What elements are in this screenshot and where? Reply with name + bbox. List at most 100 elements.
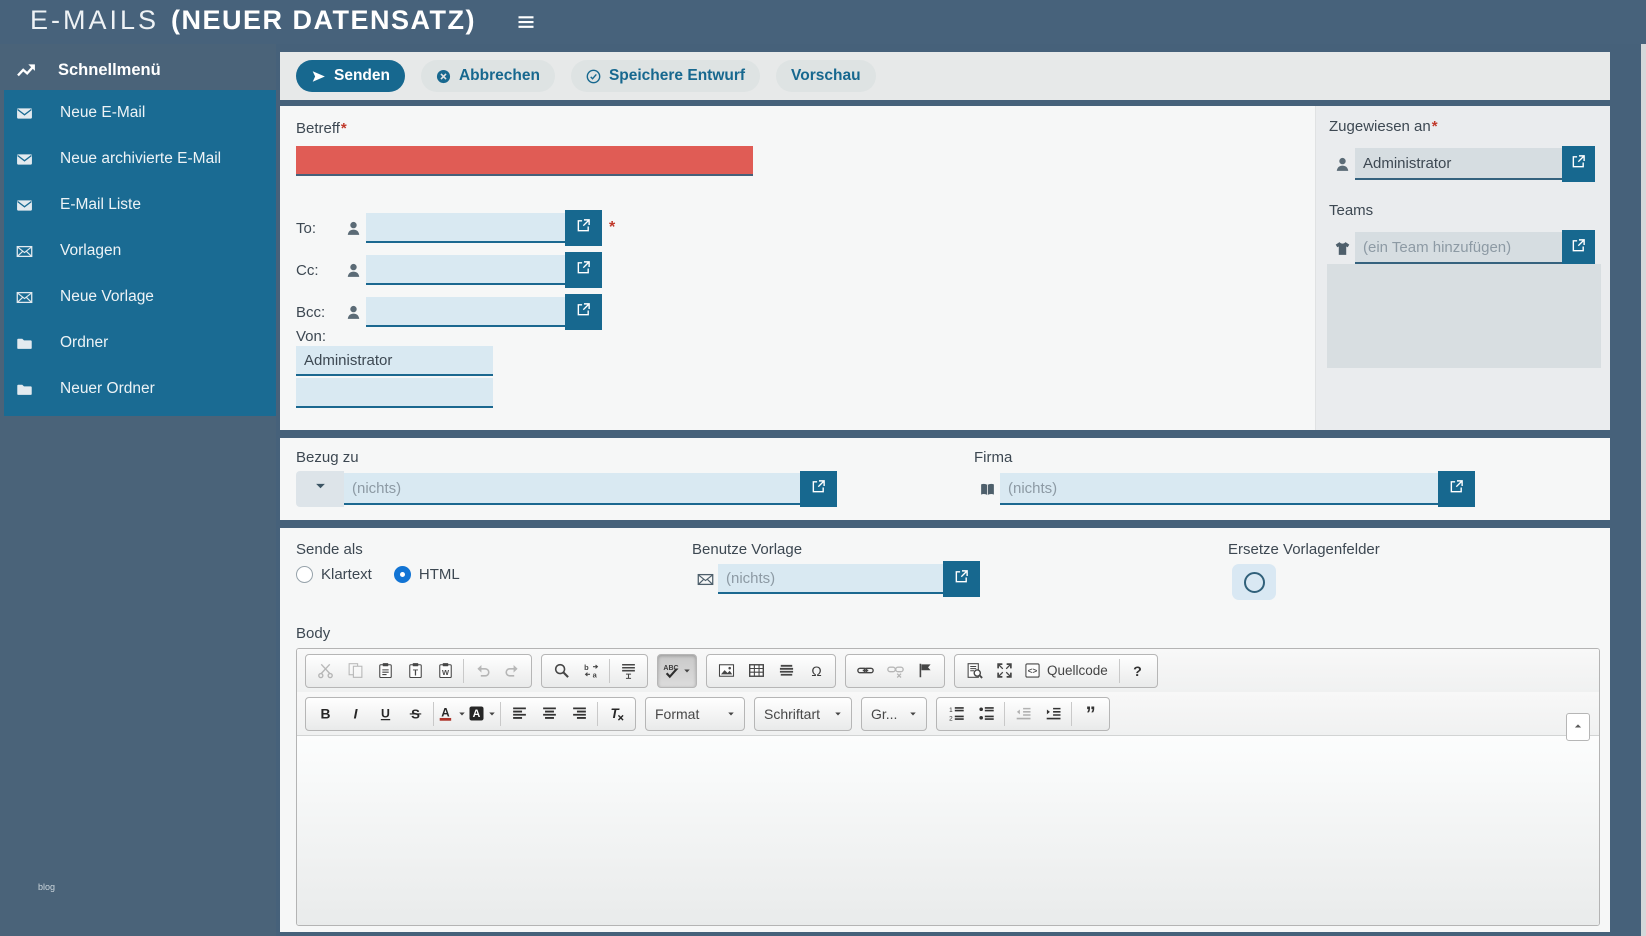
editor-toolbar-row2: B I U S A A T Format Schriftart Gr... 1 2 ” [297, 692, 1599, 736]
align-left-icon [511, 705, 528, 722]
underline-button[interactable]: U [370, 700, 400, 728]
sidebar-item-neue-email[interactable]: Neue E-Mail [4, 90, 276, 136]
toolbar-separator [433, 701, 434, 726]
senden-button[interactable]: Senden [296, 60, 405, 92]
trend-icon [16, 60, 42, 81]
cc-input[interactable] [366, 255, 565, 285]
radio-label: HTML [418, 566, 460, 583]
bezug-select-button[interactable] [800, 471, 837, 507]
vorlage-select-button[interactable] [943, 561, 980, 597]
zugewiesen-input[interactable] [1355, 148, 1562, 180]
abbrechen-button[interactable]: Abbrechen [420, 60, 555, 92]
font-combo[interactable]: Schriftart [754, 696, 852, 731]
preview-icon [966, 662, 983, 679]
sidebar-item-ordner[interactable]: Ordner [4, 320, 276, 366]
bg-color-button[interactable]: A [467, 700, 497, 728]
ersetze-checkbox[interactable] [1232, 564, 1276, 600]
remove-format-button[interactable]: T [601, 700, 631, 728]
svg-text:<>: <> [1028, 666, 1038, 675]
speichere-entwurf-button[interactable]: Speichere Entwurf [570, 60, 761, 92]
special-char-button[interactable]: Ω [801, 657, 831, 685]
zugewiesen-select-button[interactable] [1562, 146, 1595, 182]
align-center-button[interactable] [534, 700, 564, 728]
sidebar-item-vorlagen[interactable]: Vorlagen [4, 228, 276, 274]
align-left-button[interactable] [504, 700, 534, 728]
button-label: Vorschau [791, 67, 861, 84]
find-icon [553, 662, 570, 679]
paste-button[interactable] [370, 657, 400, 685]
vorlage-input[interactable] [718, 564, 943, 594]
indent-button[interactable] [1038, 700, 1068, 728]
toolbar-collapse-button[interactable] [1566, 713, 1590, 741]
to-select-button[interactable] [565, 210, 602, 246]
sidebar-item-neuer-ordner[interactable]: Neuer Ordner [4, 366, 276, 412]
bezug-type-dropdown[interactable] [296, 471, 344, 507]
folder-icon [16, 335, 42, 352]
horizontal-rule-button[interactable] [771, 657, 801, 685]
sidebar-item-email-liste[interactable]: E-Mail Liste [4, 182, 276, 228]
anchor-button[interactable] [910, 657, 940, 685]
text-color-button[interactable]: A [437, 700, 467, 728]
special-char-icon: Ω [808, 662, 825, 679]
zugewiesen-label: Zugewiesen an* [1329, 118, 1438, 135]
find-button[interactable] [546, 657, 576, 685]
sidebar-item-neue-archivierte-email[interactable]: Neue archivierte E-Mail [4, 136, 276, 182]
bcc-input[interactable] [366, 297, 565, 327]
betreff-input[interactable] [296, 146, 753, 176]
table-button[interactable] [741, 657, 771, 685]
image-button[interactable] [711, 657, 741, 685]
sidebar-footer-text: blog [38, 882, 56, 892]
paste-plain-text-button[interactable]: T [400, 657, 430, 685]
klartext-radio[interactable] [296, 566, 313, 583]
link-button[interactable] [850, 657, 880, 685]
select-all-button[interactable] [613, 657, 643, 685]
cut-icon [317, 662, 334, 679]
cc-select-button[interactable] [565, 252, 602, 288]
maximize-button[interactable] [989, 657, 1019, 685]
bullet-list-button[interactable] [971, 700, 1001, 728]
von-input[interactable] [296, 346, 493, 376]
html-radio[interactable] [393, 566, 411, 583]
required-marker: * [609, 219, 616, 236]
toolbar-separator [1071, 701, 1072, 726]
vorschau-button[interactable]: Vorschau [776, 60, 876, 92]
source-button[interactable]: <> Quellcode [1019, 657, 1116, 685]
spellcheck-button[interactable]: ABC [662, 657, 692, 685]
outdent-icon [1015, 705, 1032, 722]
von-input-secondary[interactable] [296, 378, 493, 408]
sidebar-item-neue-vorlage[interactable]: Neue Vorlage [4, 274, 276, 320]
bezug-input[interactable] [344, 473, 800, 505]
paste-from-word-button[interactable]: W [430, 657, 460, 685]
teams-input[interactable] [1355, 232, 1562, 264]
bcc-select-button[interactable] [565, 294, 602, 330]
hamburger-menu-icon[interactable] [514, 10, 538, 34]
about-button[interactable]: ? [1123, 657, 1153, 685]
italic-icon: I [347, 705, 364, 722]
recipient-label: To: [296, 219, 317, 237]
bg-color-icon: A [468, 705, 485, 722]
preview-button[interactable] [959, 657, 989, 685]
align-right-button[interactable] [564, 700, 594, 728]
strike-button[interactable]: S [400, 700, 430, 728]
unlink-icon [886, 662, 904, 679]
envelope-filled-icon [16, 197, 42, 214]
copy-icon [347, 662, 364, 679]
teams-select-button[interactable] [1562, 230, 1595, 266]
indent-icon [1045, 705, 1062, 722]
format-combo[interactable]: Format [645, 696, 745, 731]
to-input[interactable] [366, 213, 565, 243]
scrollbar-sliver[interactable] [1641, 44, 1646, 936]
bold-button[interactable]: B [310, 700, 340, 728]
size-combo[interactable]: Gr... [861, 696, 927, 731]
italic-button[interactable]: I [340, 700, 370, 728]
recipient-rows: To: * Cc: Bcc: [296, 210, 615, 336]
firma-input[interactable] [1000, 473, 1438, 505]
firma-select-button[interactable] [1438, 471, 1475, 507]
cancel-circle-icon [436, 69, 451, 84]
blockquote-button[interactable]: ” [1075, 700, 1105, 728]
share-icon [576, 218, 591, 238]
editor-content-area[interactable] [297, 736, 1599, 925]
